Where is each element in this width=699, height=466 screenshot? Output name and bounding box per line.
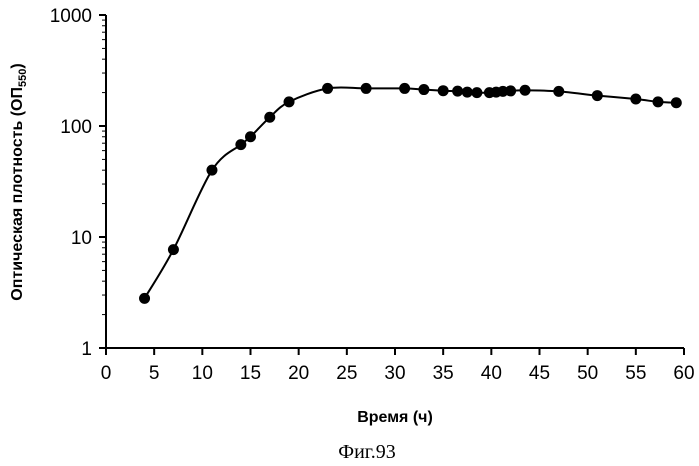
x-tick-label: 40 [481, 363, 502, 384]
x-tick-label: 60 [673, 363, 694, 384]
y-tick-label: 1 [81, 339, 92, 360]
data-point [284, 96, 295, 107]
y-ticks: 1 10 100 1000 [50, 6, 106, 360]
x-tick-label: 30 [384, 363, 405, 384]
x-ticks: 0 5 10 15 20 25 30 35 40 45 50 55 60 [101, 348, 695, 384]
x-tick-label: 25 [336, 363, 357, 384]
data-point [235, 139, 246, 150]
data-point [652, 96, 663, 107]
data-point [418, 84, 429, 95]
data-point [245, 131, 256, 142]
data-point [505, 85, 516, 96]
y-tick-label: 1000 [50, 6, 92, 27]
data-point [438, 85, 449, 96]
data-point [452, 86, 463, 97]
x-tick-label: 45 [529, 363, 550, 384]
axes [106, 15, 684, 348]
x-tick-label: 35 [433, 363, 454, 384]
y-tick-label: 10 [71, 228, 92, 249]
x-tick-label: 5 [149, 363, 160, 384]
data-point [206, 165, 217, 176]
x-axis-title: Время (ч) [357, 409, 433, 426]
data-point [630, 94, 641, 105]
x-tick-label: 15 [240, 363, 261, 384]
x-tick-label: 20 [288, 363, 309, 384]
data-points [139, 83, 682, 304]
data-point [671, 97, 682, 108]
data-point [471, 87, 482, 98]
y-axis-title: Оптическая плотность (ОП550) [9, 63, 29, 300]
data-point [462, 87, 473, 98]
data-point [322, 83, 333, 94]
data-point [264, 112, 275, 123]
data-point [592, 90, 603, 101]
data-point [168, 244, 179, 255]
data-point [361, 83, 372, 94]
y-axis-title-close: ) [9, 63, 26, 68]
x-tick-label: 10 [192, 363, 213, 384]
figure-caption: Фиг.93 [338, 441, 395, 463]
y-axis-title-subscript: 550 [17, 69, 29, 87]
x-tick-label: 55 [625, 363, 646, 384]
data-point [139, 293, 150, 304]
y-axis-title-main: Оптическая плотность (ОП [9, 87, 26, 301]
x-tick-label: 50 [577, 363, 598, 384]
data-point [553, 86, 564, 97]
x-tick-label: 0 [101, 363, 112, 384]
data-point [399, 83, 410, 94]
series-curve [145, 87, 677, 298]
y-tick-label: 100 [60, 117, 92, 138]
data-point [520, 85, 531, 96]
